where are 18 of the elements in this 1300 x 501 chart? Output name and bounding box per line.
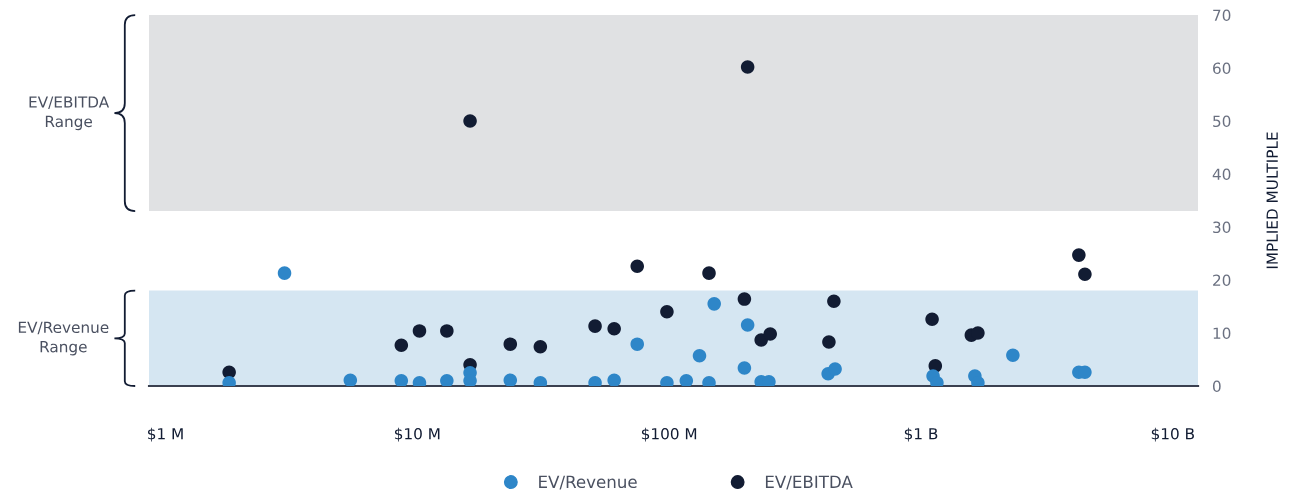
- y-tick-label: 60: [1213, 62, 1231, 75]
- y-tick-label: 70: [1213, 9, 1231, 22]
- x-tick-label: $100 M: [641, 427, 697, 442]
- x-tick-label: $10 M: [394, 427, 440, 442]
- legend-label: EV/Revenue: [539, 475, 637, 490]
- x-tick-label: $10 B: [1151, 427, 1194, 442]
- x-tick-label: $1 B: [904, 427, 938, 442]
- y-tick-label: 0: [1212, 380, 1221, 393]
- y-axis-title: IMPLIED MULTIPLE: [1266, 132, 1278, 269]
- y-tick-label: 40: [1212, 168, 1231, 181]
- legend-label: EV/EBITDA: [765, 475, 853, 490]
- band-label: EV/Revenue Range: [18, 321, 109, 356]
- y-tick-label: 50: [1213, 115, 1231, 128]
- y-tick-label: 10: [1213, 327, 1231, 340]
- y-tick-label: 30: [1213, 221, 1231, 234]
- x-tick-label: $1 M: [148, 427, 183, 442]
- band-label: EV/EBITDA Range: [29, 96, 110, 131]
- y-tick-label: 20: [1213, 274, 1231, 287]
